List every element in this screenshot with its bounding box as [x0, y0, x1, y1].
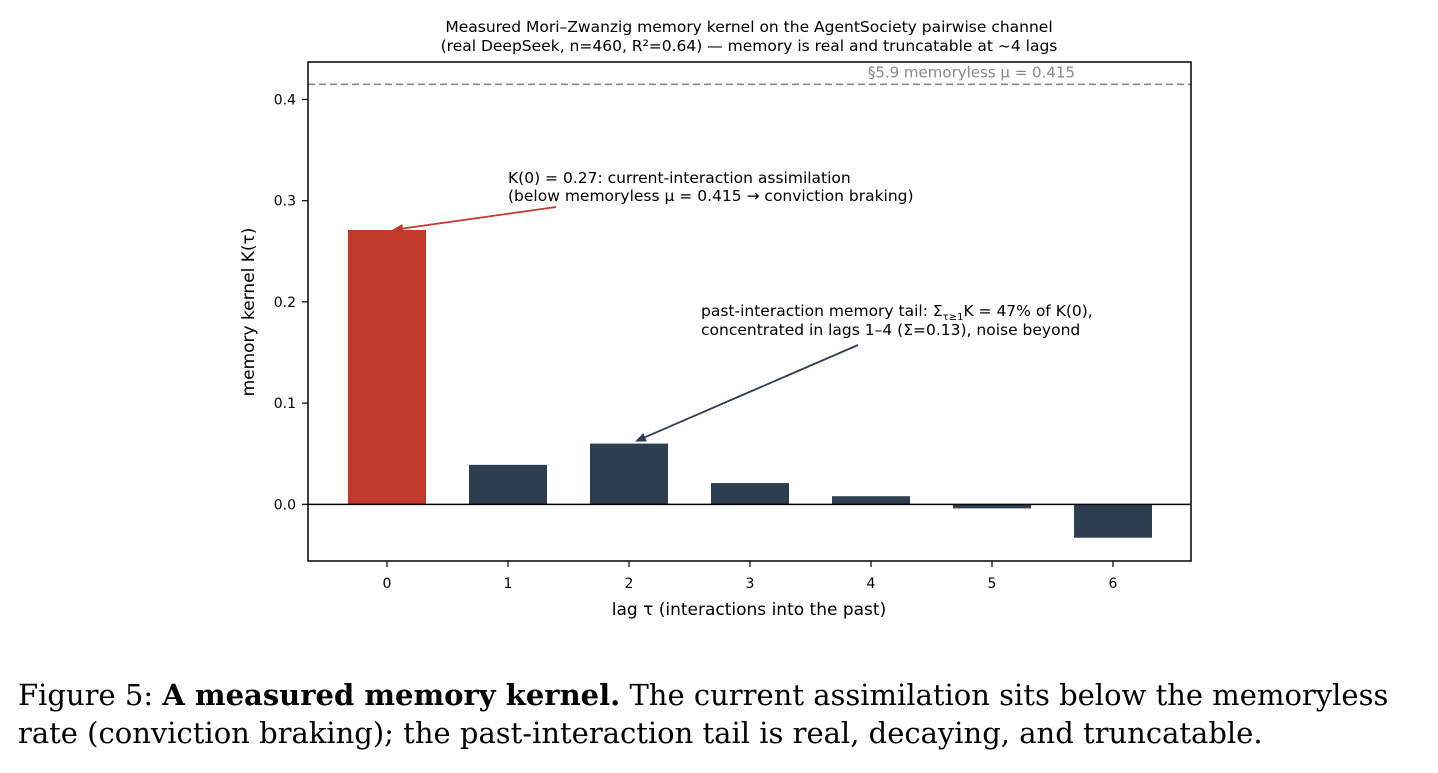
- bar-lag-1: [469, 464, 547, 505]
- x-tick-label: 0: [383, 576, 392, 592]
- bar-lag-5: [953, 504, 1031, 509]
- x-tick-label: 3: [746, 576, 755, 592]
- y-tick-label: 0.4: [274, 92, 296, 108]
- x-axis-ticks: 0 1 2 3 4 5 6: [383, 561, 1118, 592]
- annotation-arrow-k0: [402, 206, 557, 230]
- annotation-tail-part2: K = 47% of K(0),: [963, 302, 1092, 320]
- annotation-k0-line2: (below memoryless μ = 0.415 → conviction…: [508, 187, 914, 205]
- caption-label: Figure 5:: [18, 678, 154, 712]
- annotation-arrowhead-tail: [635, 433, 647, 442]
- caption-text: The current assimilation sits below the …: [18, 678, 1389, 750]
- bars: [348, 230, 1152, 538]
- annotation-k0-line1: K(0) = 0.27: current-interaction assimil…: [508, 169, 851, 187]
- y-tick-label: 0.3: [274, 194, 296, 210]
- annotation-tail-line1: past-interaction memory tail: Στ≥1K = 47…: [701, 302, 1093, 323]
- x-tick-label: 2: [625, 576, 634, 592]
- annotation-arrowhead-k0: [392, 224, 404, 233]
- bar-lag-0: [348, 230, 426, 505]
- bar-lag-3: [711, 483, 789, 505]
- y-axis-ticks: 0.0 0.1 0.2 0.3 0.4: [274, 92, 308, 513]
- y-tick-label: 0.0: [274, 497, 296, 513]
- x-axis-label: lag τ (interactions into the past): [612, 600, 886, 620]
- memory-kernel-chart: Measured Mori–Zwanzig memory kernel on t…: [239, 18, 1192, 620]
- annotation-tail-subscript: τ≥1: [943, 312, 964, 323]
- chart-title: Measured Mori–Zwanzig memory kernel on t…: [445, 18, 1052, 36]
- x-tick-label: 4: [867, 576, 876, 592]
- y-axis-label: memory kernel K(τ): [239, 228, 259, 397]
- chart-subtitle: (real DeepSeek, n=460, R²=0.64) — memory…: [441, 37, 1058, 55]
- bar-lag-4: [832, 496, 910, 505]
- x-tick-label: 1: [504, 576, 513, 592]
- figure-caption: Figure 5: A measured memory kernel. The …: [18, 676, 1433, 752]
- bar-lag-2: [590, 443, 668, 505]
- x-tick-label: 5: [988, 576, 997, 592]
- annotation-tail-part1: past-interaction memory tail: Σ: [701, 302, 943, 320]
- y-tick-label: 0.1: [274, 396, 296, 412]
- bar-lag-6: [1074, 504, 1152, 538]
- caption-bold: A measured memory kernel.: [162, 678, 621, 712]
- memoryless-reference-label: §5.9 memoryless μ = 0.415: [868, 63, 1075, 81]
- annotation-tail-line2: concentrated in lags 1–4 (Σ=0.13), noise…: [701, 321, 1080, 339]
- y-tick-label: 0.2: [274, 295, 296, 311]
- annotation-arrow-tail: [644, 344, 859, 439]
- x-tick-label: 6: [1109, 576, 1118, 592]
